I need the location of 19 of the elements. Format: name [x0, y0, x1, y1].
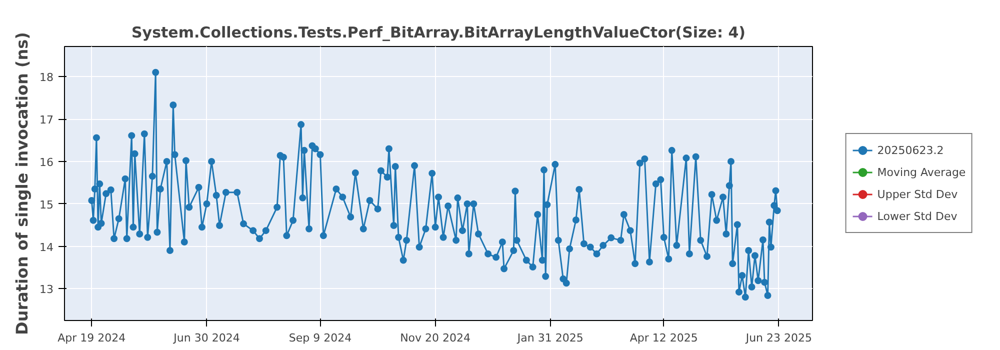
y-axis-title: Duration of single invocation (ns)	[12, 32, 32, 335]
legend-label: Moving Average	[877, 166, 966, 178]
chart-title: System.Collections.Tests.Perf_BitArray.BitArrayLengthValueCtor(Size: 4)	[132, 24, 746, 42]
legend-label: Lower Std Dev	[877, 210, 958, 222]
y-tick-label: 16	[40, 156, 54, 169]
y-tick-label: 18	[40, 71, 54, 84]
x-tick-label: Apr 19 2024	[58, 332, 126, 344]
x-tick-label: Jun 23 2025	[744, 332, 812, 344]
x-tick-label: Nov 20 2024	[400, 332, 471, 344]
y-tick-label: 15	[40, 198, 54, 212]
x-tick-label: Jan 31 2025	[516, 332, 584, 344]
x-tick-label: Jun 30 2024	[172, 332, 240, 344]
y-tick-label: 14	[40, 240, 54, 254]
legend-label: 20250623.2	[877, 144, 944, 156]
x-tick-label: Sep 9 2024	[288, 332, 352, 344]
x-tick-label: Apr 12 2025	[630, 332, 698, 344]
y-tick-label: 13	[40, 283, 54, 296]
legend-label: Upper Std Dev	[877, 188, 958, 200]
y-tick-label: 17	[40, 114, 54, 127]
